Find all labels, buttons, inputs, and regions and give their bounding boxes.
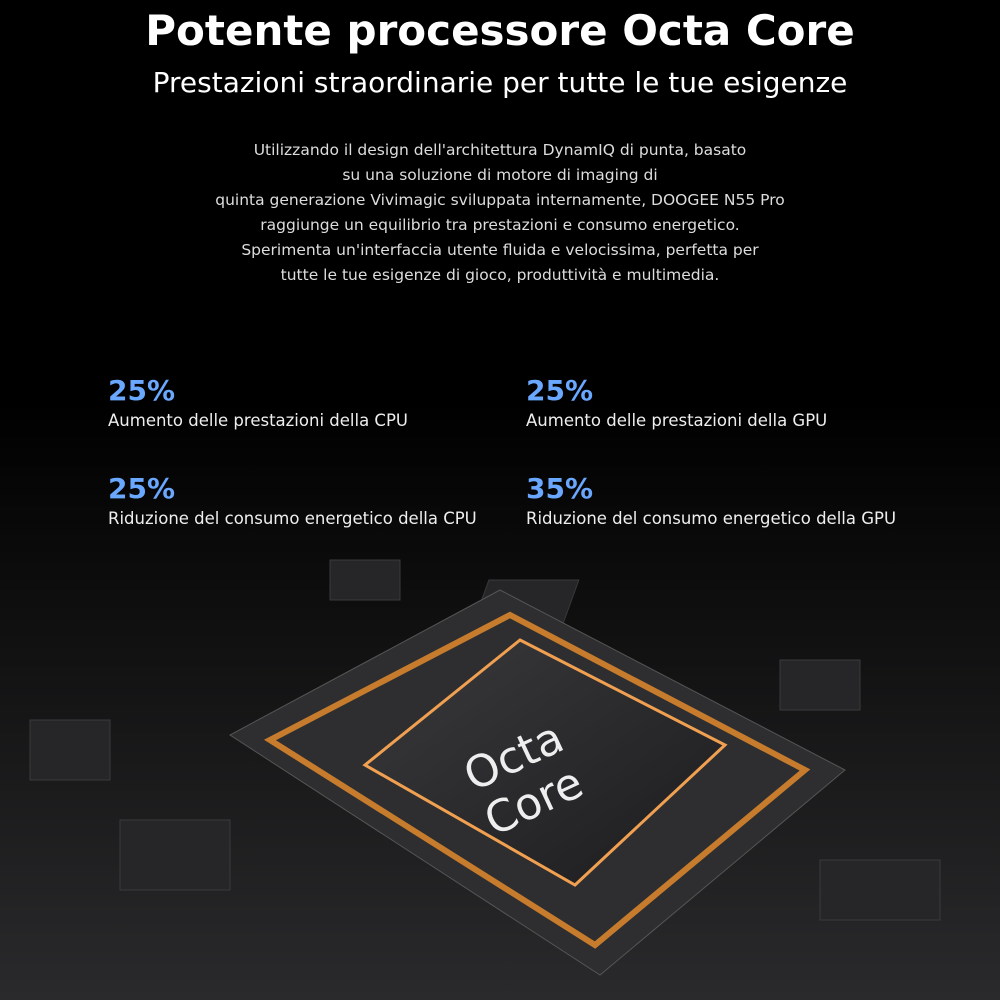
stat-label: Aumento delle prestazioni della CPU [108,411,408,430]
stat-value: 25% [108,374,176,407]
stat-value: 25% [526,374,594,407]
stat-label: Riduzione del consumo energetico della G… [526,509,897,528]
stat-label: Riduzione del consumo energetico della C… [108,509,477,528]
stat-label: Aumento delle prestazioni della GPU [526,411,828,430]
stat: 25% Aumento delle prestazioni della CPU [108,374,408,430]
stat-value: 35% [526,472,594,505]
description-line: quinta generazione Vivimagic sviluppata … [215,191,785,209]
description: Utilizzando il design dell'architettura … [0,138,1000,288]
title: Potente processore Octa Core [145,6,855,55]
description-line: Utilizzando il design dell'architettura … [253,141,747,159]
stat: 25% Aumento delle prestazioni della GPU [526,374,827,430]
description-line: raggiunge un equilibrio tra prestazioni … [260,216,740,234]
stat: 35% Riduzione del consumo energetico dell… [526,472,896,528]
stat-value: 25% [108,472,176,505]
subtitle: Prestazioni straordinarie per tutte le t… [152,66,848,99]
description-line: Sperimenta un'interfaccia utente fluida … [241,241,759,259]
description-line: su una soluzione di motore di imaging di [342,166,658,184]
stat: 25% Riduzione del consumo energetico dell… [108,472,477,528]
description-line: tutte le tue esigenze di gioco, produtti… [280,266,720,284]
